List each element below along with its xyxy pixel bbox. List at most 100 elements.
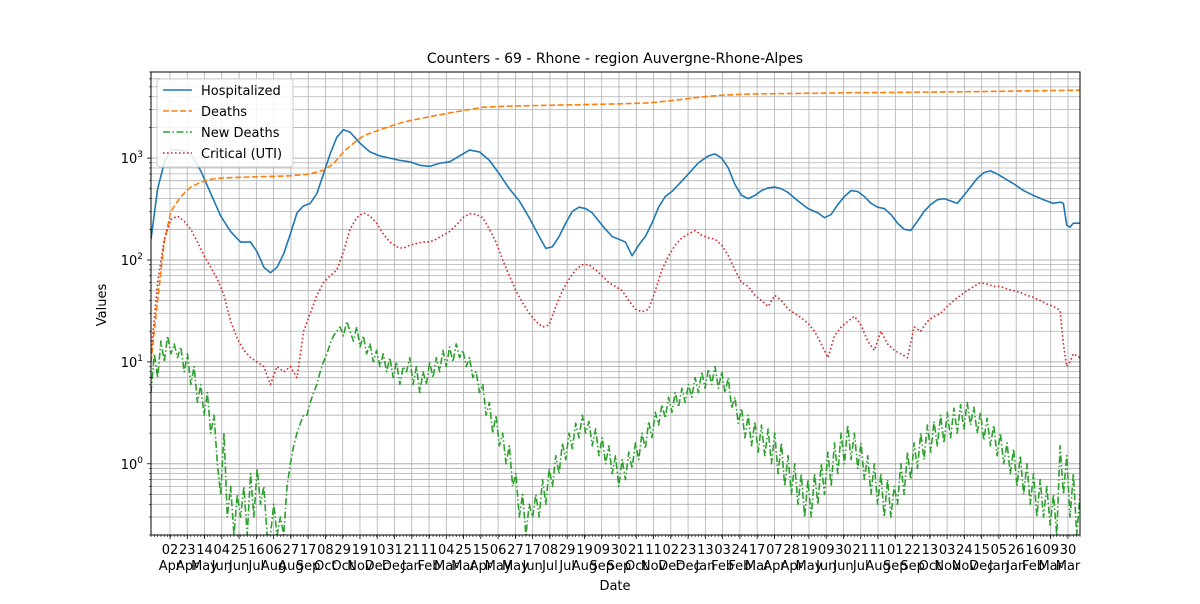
x-tick-month: Oct <box>919 559 941 574</box>
x-tick-day: 25 <box>231 543 248 558</box>
legend-label-new-deaths: New Deaths <box>201 126 280 141</box>
x-tick-month: Feb <box>711 559 734 574</box>
x-tick-day: 02 <box>663 543 680 558</box>
x-tick-day: 09 <box>1042 543 1059 558</box>
x-tick-day: 30 <box>835 543 852 558</box>
x-tick-day: 29 <box>559 543 576 558</box>
x-tick-day: 06 <box>265 543 282 558</box>
x-tick-day: 13 <box>922 543 939 558</box>
x-tick-month: Sep <box>607 559 632 574</box>
x-tick-day: 06 <box>490 543 507 558</box>
x-tick-day: 11 <box>870 543 887 558</box>
x-axis-label: Date <box>599 579 630 594</box>
x-tick-day: 03 <box>939 543 956 558</box>
x-tick-month: Oct <box>331 559 353 574</box>
legend-entry-deaths: Deaths <box>163 105 247 120</box>
x-tick-day: 19 <box>576 543 593 558</box>
x-tick-day: 19 <box>352 543 369 558</box>
y-tick-label: 102 <box>121 252 143 269</box>
x-tick-month: Feb <box>418 559 441 574</box>
x-tick-month: May <box>502 559 529 574</box>
x-tick-month: Jun <box>228 559 249 574</box>
x-tick-day: 09 <box>818 543 835 558</box>
x-tick-month: Apr <box>780 559 803 574</box>
x-tick-day: 15 <box>473 543 490 558</box>
x-tick-day: 04 <box>214 543 231 558</box>
x-tick-day: 10 <box>369 543 386 558</box>
x-tick-month: Apr <box>763 559 786 574</box>
x-tick-month: Apr <box>159 559 182 574</box>
x-tick-month: Mar <box>1038 559 1063 574</box>
legend-label-hospitalized: Hospitalized <box>201 84 281 99</box>
x-tick-month: Sep <box>900 559 925 574</box>
series-line-deaths <box>151 89 1080 362</box>
x-tick-day: 03 <box>714 543 731 558</box>
x-tick-month: Jul <box>248 559 265 574</box>
legend-entry-critical: Critical (UTI) <box>163 147 282 162</box>
x-tick-day: 19 <box>801 543 818 558</box>
legend-entry-new-deaths: New Deaths <box>163 126 280 141</box>
x-tick-day: 24 <box>956 543 973 558</box>
x-tick-day: 21 <box>852 543 869 558</box>
x-tick-month: Sep <box>296 559 321 574</box>
y-tick-label: 101 <box>121 354 143 371</box>
x-tick-month: Mar <box>451 559 476 574</box>
x-tick-month: Feb <box>1022 559 1045 574</box>
legend: Hospitalized Deaths New Deaths Critical … <box>156 78 294 168</box>
x-tick-day: 23 <box>680 543 697 558</box>
x-tick-day: 25 <box>455 543 472 558</box>
x-tick-day: 26 <box>1008 543 1025 558</box>
x-tick-month: Nov <box>347 559 373 574</box>
y-tick-label: 100 <box>121 456 144 473</box>
x-tick-day: 07 <box>766 543 783 558</box>
grid <box>151 71 1080 536</box>
x-tick-month: Jan <box>988 559 1009 574</box>
x-tick-day: 17 <box>524 543 541 558</box>
x-tick-month: Mar <box>745 559 770 574</box>
x-tick-month: Aug <box>261 559 286 574</box>
x-ticks: 02Apr23Apr14May04Jun25Jun16Jul06Aug27Aug… <box>150 535 1081 574</box>
x-tick-day: 08 <box>317 543 334 558</box>
legend-label-critical: Critical (UTI) <box>201 147 282 162</box>
x-tick-month: Aug <box>572 559 597 574</box>
x-tick-day: 01 <box>887 543 904 558</box>
series-line-critical-uti <box>151 212 1080 386</box>
x-tick-day: 05 <box>991 543 1008 558</box>
x-tick-month: Mar <box>1056 559 1081 574</box>
x-tick-day: 15 <box>973 543 990 558</box>
x-tick-month: Nov <box>934 559 960 574</box>
x-tick-month: Nov <box>641 559 667 574</box>
x-tick-day: 14 <box>196 543 213 558</box>
x-tick-day: 08 <box>542 543 559 558</box>
x-tick-month: Oct <box>625 559 647 574</box>
x-tick-day: 30 <box>611 543 628 558</box>
x-tick-month: Jan <box>1005 559 1026 574</box>
x-tick-day: 27 <box>507 543 524 558</box>
x-tick-day: 30 <box>1060 543 1077 558</box>
x-tick-month: Jan <box>401 559 422 574</box>
x-tick-month: Dec <box>969 559 994 574</box>
x-tick-day: 02 <box>162 543 179 558</box>
x-tick-month: Aug <box>278 559 303 574</box>
x-tick-day: 17 <box>749 543 766 558</box>
x-tick-month: Jul <box>852 559 869 574</box>
x-tick-day: 31 <box>386 543 403 558</box>
x-tick-day: 21 <box>403 543 420 558</box>
series-layer <box>151 89 1080 535</box>
x-tick-day: 22 <box>904 543 921 558</box>
x-tick-month: May <box>796 559 823 574</box>
legend-box <box>156 78 294 168</box>
x-tick-day: 29 <box>334 543 351 558</box>
legend-entry-hospitalized: Hospitalized <box>163 84 281 99</box>
x-tick-month: Apr <box>176 559 199 574</box>
x-tick-day: 11 <box>421 543 438 558</box>
x-tick-month: Jun <box>211 559 232 574</box>
x-tick-day: 27 <box>283 543 300 558</box>
x-tick-month: Jul <box>558 559 575 574</box>
x-tick-day: 09 <box>593 543 610 558</box>
y-axis-label: Values <box>95 284 110 327</box>
x-tick-day: 23 <box>179 543 196 558</box>
x-tick-month: Sep <box>589 559 614 574</box>
